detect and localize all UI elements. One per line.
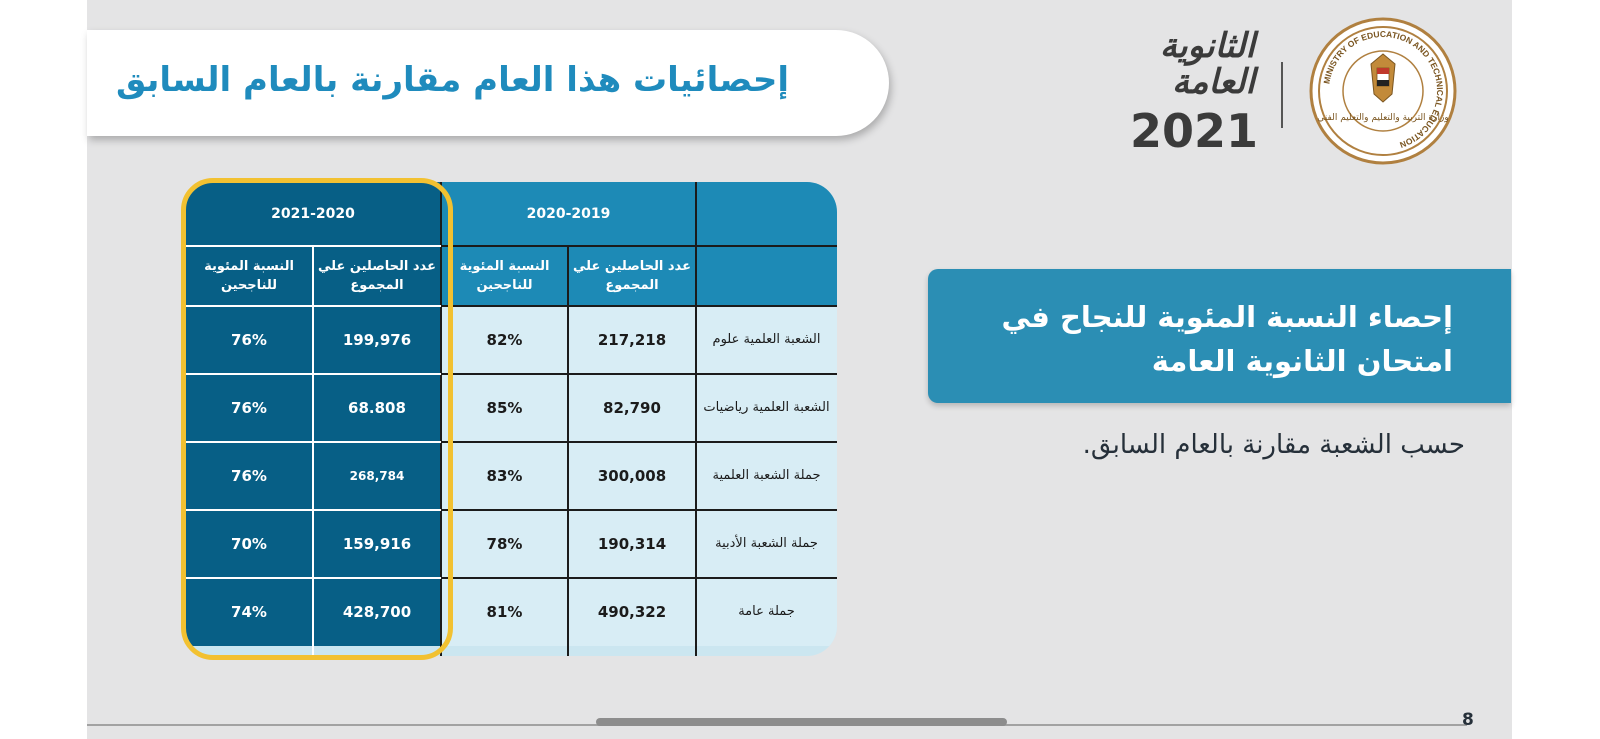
pct-2021-cell: 74% bbox=[185, 578, 313, 646]
pct-2020-cell: 78% bbox=[441, 510, 568, 578]
thanaweya-2021-logo: الثانوية العامة 2021 bbox=[1125, 26, 1259, 158]
pct-2020-cell: 83% bbox=[441, 442, 568, 510]
table-gridline bbox=[695, 182, 697, 656]
table-gridline bbox=[441, 577, 837, 579]
year-header-2020: 2020-2019 bbox=[441, 182, 696, 246]
table-gridline bbox=[185, 245, 441, 247]
table-gridline bbox=[441, 245, 837, 247]
count-2021-cell: 199,976 bbox=[313, 306, 441, 374]
table-gridline bbox=[185, 441, 441, 443]
pct-2020-cell: 81% bbox=[441, 578, 568, 646]
page-number: 8 bbox=[1462, 710, 1474, 730]
pct-2021-cell: 70% bbox=[185, 510, 313, 578]
row-label: جملة الشعبة الأدبية bbox=[696, 510, 837, 578]
title-bar: إحصائيات هذا العام مقارنة بالعام السابق bbox=[87, 30, 889, 136]
logo-year: 2021 bbox=[1130, 104, 1259, 158]
table-gridline bbox=[185, 373, 441, 375]
count-2020-cell: 82,790 bbox=[568, 374, 696, 442]
column-header: عدد الحاصلين علي المجموع bbox=[313, 246, 441, 306]
year-header-2021: 2021-2020 bbox=[185, 182, 441, 246]
table-gridline bbox=[441, 305, 837, 307]
info-box-title: إحصاء النسبة المئوية للنجاح في امتحان ال… bbox=[1001, 300, 1453, 378]
row-label: الشعبة العلمية رياضيات bbox=[696, 374, 837, 442]
pct-2021-cell: 76% bbox=[185, 374, 313, 442]
count-2021-cell: 68.808 bbox=[313, 374, 441, 442]
seal-icon: MINISTRY OF EDUCATION AND TECHNICAL EDUC… bbox=[1309, 17, 1457, 165]
pct-2021-cell: 76% bbox=[185, 306, 313, 374]
count-2021-cell: 428,700 bbox=[313, 578, 441, 646]
table-gridline bbox=[185, 305, 441, 307]
label-header-cell bbox=[696, 246, 837, 306]
count-2020-cell: 190,314 bbox=[568, 510, 696, 578]
row-label: جملة الشعبة العلمية bbox=[696, 442, 837, 510]
column-header: عدد الحاصلين علي المجموع bbox=[568, 246, 696, 306]
table-gridline bbox=[567, 246, 569, 656]
table-gridline bbox=[312, 246, 314, 656]
table-gridline bbox=[440, 182, 442, 656]
table-gridline bbox=[441, 509, 837, 511]
column-header: النسبة المئوية للناجحين bbox=[441, 246, 568, 306]
table-gridline bbox=[441, 441, 837, 443]
logo-script-text: الثانوية العامة bbox=[1159, 26, 1255, 102]
count-2021-cell: 159,916 bbox=[313, 510, 441, 578]
count-2020-cell: 217,218 bbox=[568, 306, 696, 374]
pct-2021-cell: 76% bbox=[185, 442, 313, 510]
table-gridline bbox=[441, 373, 837, 375]
pct-2020-cell: 85% bbox=[441, 374, 568, 442]
row-label: جملة عامة bbox=[696, 578, 837, 646]
subtitle-text: حسب الشعبة مقارنة بالعام السابق. bbox=[1082, 430, 1465, 460]
svg-text:وزارة التربية والتعليم والتعلي: وزارة التربية والتعليم والتعليم الفني bbox=[1317, 113, 1448, 123]
logo-divider bbox=[1281, 62, 1283, 128]
table-gridline bbox=[185, 509, 441, 511]
ministry-seal-logo: MINISTRY OF EDUCATION AND TECHNICAL EDUC… bbox=[1308, 16, 1458, 166]
table-gridline bbox=[185, 577, 441, 579]
statistics-table: 2021-2020 2020-2019 النسبة المئوية للناجحي… bbox=[185, 182, 837, 656]
horizontal-scrollbar[interactable] bbox=[596, 718, 1007, 726]
count-2020-cell: 490,322 bbox=[568, 578, 696, 646]
corner-cell bbox=[696, 182, 837, 246]
column-header: النسبة المئوية للناجحين bbox=[185, 246, 313, 306]
count-2020-cell: 300,008 bbox=[568, 442, 696, 510]
info-box: إحصاء النسبة المئوية للنجاح في امتحان ال… bbox=[928, 269, 1511, 403]
count-2021-cell: 268,784 bbox=[313, 442, 441, 510]
pct-2020-cell: 82% bbox=[441, 306, 568, 374]
page-title: إحصائيات هذا العام مقارنة بالعام السابق bbox=[116, 60, 789, 100]
row-label: الشعبة العلمية علوم bbox=[696, 306, 837, 374]
